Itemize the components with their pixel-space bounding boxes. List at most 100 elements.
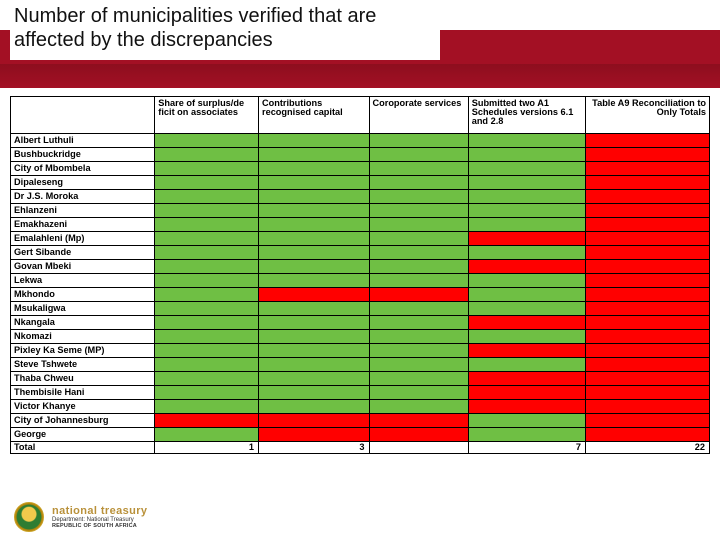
status-cell [259,203,369,217]
table-row: City of Mbombela [11,161,710,175]
status-cell [468,189,585,203]
col-header-a1: Submitted two A1 Schedules versions 6.1 … [468,97,585,134]
row-name: Bushbuckridge [11,147,155,161]
status-cell [468,329,585,343]
status-cell [155,315,259,329]
row-name: Nkangala [11,315,155,329]
status-cell [369,175,468,189]
status-cell [155,399,259,413]
status-cell [585,371,709,385]
row-name: Pixley Ka Seme (MP) [11,343,155,357]
row-name: City of Johannesburg [11,413,155,427]
table-row: Mkhondo [11,287,710,301]
status-cell [468,427,585,441]
title-box: Number of municipalities verified that a… [10,2,440,60]
table-row: George [11,427,710,441]
table-row: Emalahleni (Mp) [11,231,710,245]
status-cell [155,273,259,287]
status-cell [369,357,468,371]
status-cell [259,371,369,385]
status-cell [369,217,468,231]
status-cell [155,245,259,259]
row-name: City of Mbombela [11,161,155,175]
status-cell [585,287,709,301]
status-cell [259,273,369,287]
table-row: Msukaligwa [11,301,710,315]
row-name: Steve Tshwete [11,357,155,371]
total-col2: 3 [259,441,369,453]
status-cell [585,217,709,231]
status-cell [369,161,468,175]
row-name: Mkhondo [11,287,155,301]
status-cell [155,203,259,217]
status-cell [468,315,585,329]
row-name: Nkomazi [11,329,155,343]
status-cell [369,343,468,357]
status-cell [155,231,259,245]
status-cell [259,427,369,441]
table-row: Pixley Ka Seme (MP) [11,343,710,357]
row-name: Albert Luthuli [11,133,155,147]
status-cell [369,245,468,259]
status-cell [585,301,709,315]
row-name: Emakhazeni [11,217,155,231]
row-name: Victor Khanye [11,399,155,413]
status-cell [369,371,468,385]
status-cell [468,245,585,259]
discrepancy-table-wrap: Share of surplus/de ficit on associates … [10,96,710,454]
row-name: Dr J.S. Moroka [11,189,155,203]
status-cell [155,329,259,343]
status-cell [468,259,585,273]
status-cell [369,329,468,343]
row-name: Dipaleseng [11,175,155,189]
col-header-share: Share of surplus/de ficit on associates [155,97,259,134]
status-cell [259,413,369,427]
col-header-contrib: Contributions recognised capital [259,97,369,134]
status-cell [585,161,709,175]
total-col5: 22 [585,441,709,453]
status-cell [369,301,468,315]
status-cell [585,413,709,427]
status-cell [585,385,709,399]
col-header-corp: Coroporate services [369,97,468,134]
status-cell [468,385,585,399]
status-cell [259,217,369,231]
status-cell [155,259,259,273]
table-row: Bushbuckridge [11,147,710,161]
status-cell [585,329,709,343]
status-cell [259,161,369,175]
table-row: Nkangala [11,315,710,329]
status-cell [369,259,468,273]
status-cell [369,203,468,217]
total-col4: 7 [468,441,585,453]
status-cell [155,147,259,161]
total-col3 [369,441,468,453]
row-name: Emalahleni (Mp) [11,231,155,245]
status-cell [468,175,585,189]
row-name: Msukaligwa [11,301,155,315]
status-cell [585,231,709,245]
status-cell [468,147,585,161]
table-row: Nkomazi [11,329,710,343]
col-header-a9: Table A9 Reconciliation to Only Totals [585,97,709,134]
status-cell [155,133,259,147]
status-cell [585,259,709,273]
table-row: Victor Khanye [11,399,710,413]
row-name: Govan Mbeki [11,259,155,273]
status-cell [155,343,259,357]
status-cell [369,147,468,161]
status-cell [468,399,585,413]
status-cell [259,301,369,315]
status-cell [468,371,585,385]
status-cell [585,399,709,413]
status-cell [155,217,259,231]
status-cell [468,287,585,301]
status-cell [259,189,369,203]
status-cell [259,343,369,357]
table-row: Govan Mbeki [11,259,710,273]
status-cell [155,161,259,175]
status-cell [155,413,259,427]
status-cell [259,357,369,371]
row-name: George [11,427,155,441]
status-cell [259,315,369,329]
